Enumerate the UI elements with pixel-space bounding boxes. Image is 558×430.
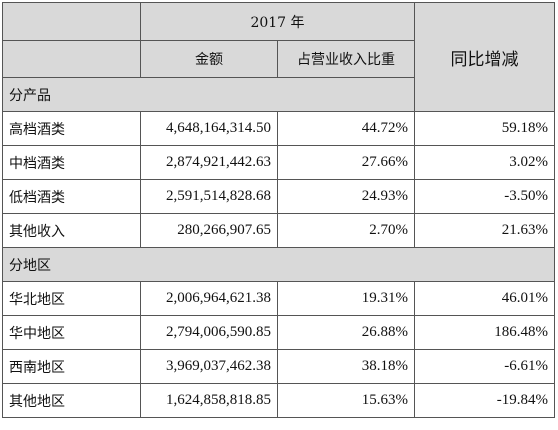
share: 44.72% bbox=[277, 111, 415, 146]
data-row: 中档酒类 2,874,921,442.63 27.66% 3.02% bbox=[2, 145, 555, 180]
share: 2.70% bbox=[277, 213, 415, 248]
revenue-table: 2017 年 同比增减 金额 占营业收入比重 分产品 高档酒类 4,648,164,… bbox=[2, 2, 555, 418]
yoy-change: 3.02% bbox=[414, 145, 555, 180]
data-row: 华北地区 2,006,964,621.38 19.31% 46.01% bbox=[2, 281, 555, 316]
amount: 2,006,964,621.38 bbox=[140, 281, 278, 316]
row-label: 西南地区 bbox=[2, 349, 141, 384]
share: 27.66% bbox=[277, 145, 415, 180]
header-amount: 金额 bbox=[140, 40, 278, 78]
amount: 2,591,514,828.68 bbox=[140, 179, 278, 214]
row-label: 华北地区 bbox=[2, 281, 141, 316]
section-title: 分地区 bbox=[2, 247, 555, 282]
row-label: 其他收入 bbox=[2, 213, 141, 248]
amount: 4,648,164,314.50 bbox=[140, 111, 278, 146]
yoy-change: 21.63% bbox=[414, 213, 555, 248]
share: 24.93% bbox=[277, 179, 415, 214]
amount: 2,794,006,590.85 bbox=[140, 315, 278, 350]
data-row: 高档酒类 4,648,164,314.50 44.72% 59.18% bbox=[2, 111, 555, 146]
section-row: 分地区 bbox=[2, 247, 555, 282]
row-label: 低档酒类 bbox=[2, 179, 141, 214]
share: 26.88% bbox=[277, 315, 415, 350]
data-row: 低档酒类 2,591,514,828.68 24.93% -3.50% bbox=[2, 179, 555, 214]
data-row: 其他地区 1,624,858,818.85 15.63% -19.84% bbox=[2, 383, 555, 418]
amount: 280,266,907.65 bbox=[140, 213, 278, 248]
yoy-change: 59.18% bbox=[414, 111, 555, 146]
data-row: 华中地区 2,794,006,590.85 26.88% 186.48% bbox=[2, 315, 555, 350]
yoy-change: 186.48% bbox=[414, 315, 555, 350]
amount: 3,969,037,462.38 bbox=[140, 349, 278, 384]
header-blank bbox=[2, 2, 141, 41]
yoy-change: -3.50% bbox=[414, 179, 555, 214]
row-label: 其他地区 bbox=[2, 383, 141, 418]
section-row: 分产品 bbox=[2, 77, 555, 112]
share: 15.63% bbox=[277, 383, 415, 418]
amount: 2,874,921,442.63 bbox=[140, 145, 278, 180]
yoy-change: -19.84% bbox=[414, 383, 555, 418]
row-label: 中档酒类 bbox=[2, 145, 141, 180]
header-yoy: 同比增减 bbox=[414, 2, 555, 112]
header-share: 占营业收入比重 bbox=[277, 40, 415, 78]
amount: 1,624,858,818.85 bbox=[140, 383, 278, 418]
header-row: 2017 年 同比增减 bbox=[2, 2, 555, 112]
section-title: 分产品 bbox=[2, 77, 415, 112]
data-row: 西南地区 3,969,037,462.38 38.18% -6.61% bbox=[2, 349, 555, 384]
header-year: 2017 年 bbox=[140, 2, 415, 41]
share: 38.18% bbox=[277, 349, 415, 384]
yoy-change: 46.01% bbox=[414, 281, 555, 316]
share: 19.31% bbox=[277, 281, 415, 316]
header-blank bbox=[2, 40, 141, 78]
data-row: 其他收入 280,266,907.65 2.70% 21.63% bbox=[2, 213, 555, 248]
row-label: 华中地区 bbox=[2, 315, 141, 350]
row-label: 高档酒类 bbox=[2, 111, 141, 146]
yoy-change: -6.61% bbox=[414, 349, 555, 384]
table-body: 2017 年 同比增减 金额 占营业收入比重 分产品 高档酒类 4,648,164,… bbox=[2, 2, 555, 418]
